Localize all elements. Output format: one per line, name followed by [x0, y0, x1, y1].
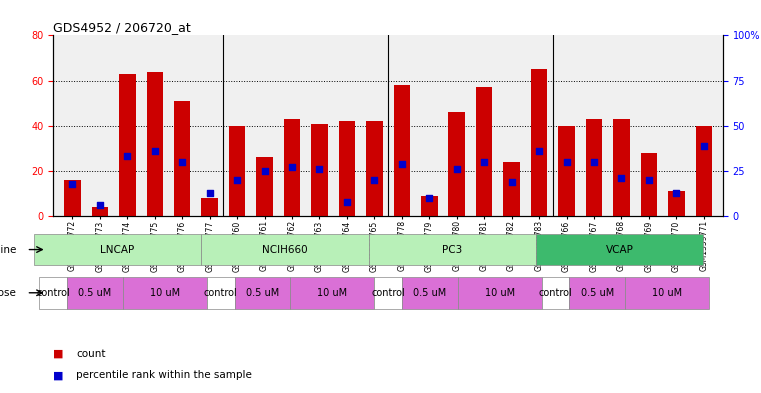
Text: 10 uM: 10 uM: [317, 288, 347, 298]
Bar: [613, 119, 629, 216]
Bar: [339, 121, 355, 216]
Point: [478, 159, 490, 165]
Bar: [64, 180, 81, 216]
Point: [368, 177, 380, 183]
Bar: [366, 121, 383, 216]
Text: 0.5 uM: 0.5 uM: [246, 288, 279, 298]
FancyBboxPatch shape: [33, 233, 201, 266]
Bar: [202, 198, 218, 216]
FancyBboxPatch shape: [374, 277, 402, 309]
Bar: [119, 74, 135, 216]
Bar: [311, 123, 328, 216]
Text: cell line: cell line: [0, 244, 17, 255]
Point: [314, 166, 326, 172]
FancyBboxPatch shape: [67, 277, 123, 309]
Text: control: control: [204, 288, 237, 298]
Text: percentile rank within the sample: percentile rank within the sample: [76, 370, 252, 380]
FancyBboxPatch shape: [207, 277, 234, 309]
Text: LNCAP: LNCAP: [100, 244, 135, 255]
Bar: [421, 196, 438, 216]
FancyBboxPatch shape: [542, 277, 569, 309]
Point: [587, 159, 600, 165]
FancyBboxPatch shape: [201, 233, 368, 266]
Text: 0.5 uM: 0.5 uM: [78, 288, 112, 298]
Point: [396, 161, 408, 167]
Point: [670, 189, 683, 196]
Bar: [559, 126, 575, 216]
Text: control: control: [371, 288, 405, 298]
Point: [423, 195, 435, 201]
Point: [616, 175, 628, 181]
FancyBboxPatch shape: [569, 277, 626, 309]
Point: [231, 177, 244, 183]
Point: [148, 148, 161, 154]
Text: control: control: [539, 288, 572, 298]
Text: 10 uM: 10 uM: [652, 288, 682, 298]
Point: [533, 148, 545, 154]
Point: [121, 153, 133, 160]
Bar: [503, 162, 520, 216]
Point: [66, 180, 78, 187]
Text: dose: dose: [0, 288, 17, 298]
Text: PC3: PC3: [442, 244, 463, 255]
Bar: [476, 87, 492, 216]
FancyBboxPatch shape: [368, 233, 536, 266]
FancyBboxPatch shape: [402, 277, 458, 309]
Text: 0.5 uM: 0.5 uM: [581, 288, 614, 298]
Bar: [586, 119, 602, 216]
Bar: [641, 153, 657, 216]
FancyBboxPatch shape: [234, 277, 291, 309]
FancyBboxPatch shape: [626, 277, 709, 309]
Point: [698, 143, 710, 149]
Point: [177, 159, 189, 165]
Text: 10 uM: 10 uM: [485, 288, 514, 298]
Point: [643, 177, 655, 183]
Bar: [174, 101, 190, 216]
Bar: [696, 126, 712, 216]
Bar: [393, 85, 410, 216]
Text: control: control: [37, 288, 70, 298]
Text: count: count: [76, 349, 106, 359]
Bar: [256, 157, 273, 216]
Text: ■: ■: [53, 349, 64, 359]
Point: [259, 168, 271, 174]
Bar: [229, 126, 245, 216]
FancyBboxPatch shape: [40, 277, 67, 309]
Point: [451, 166, 463, 172]
Point: [560, 159, 572, 165]
Text: 10 uM: 10 uM: [150, 288, 180, 298]
Text: ■: ■: [53, 370, 64, 380]
Bar: [284, 119, 301, 216]
Text: NCIH660: NCIH660: [262, 244, 307, 255]
Point: [341, 198, 353, 205]
Text: GDS4952 / 206720_at: GDS4952 / 206720_at: [53, 21, 191, 34]
Bar: [668, 191, 685, 216]
FancyBboxPatch shape: [536, 233, 703, 266]
Point: [94, 202, 106, 208]
Bar: [531, 69, 547, 216]
Bar: [147, 72, 163, 216]
Point: [505, 179, 517, 185]
Bar: [448, 112, 465, 216]
FancyBboxPatch shape: [458, 277, 542, 309]
Point: [204, 189, 216, 196]
Point: [286, 164, 298, 171]
Text: 0.5 uM: 0.5 uM: [413, 288, 447, 298]
FancyBboxPatch shape: [291, 277, 374, 309]
FancyBboxPatch shape: [123, 277, 207, 309]
Text: VCAP: VCAP: [606, 244, 634, 255]
Bar: [91, 207, 108, 216]
